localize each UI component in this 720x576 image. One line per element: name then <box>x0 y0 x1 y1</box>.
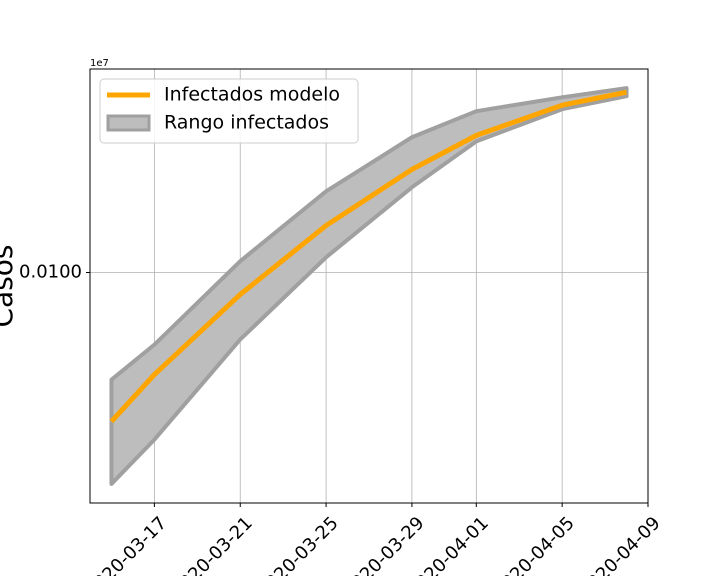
legend-label: Rango infectados <box>164 112 329 134</box>
x-tick-label: 2020-04-09 <box>576 513 665 576</box>
plot-frame <box>89 68 649 504</box>
x-tick-label: 2020-03-25 <box>254 513 343 576</box>
y-tick-label: 0.0100 <box>19 261 82 282</box>
range-band <box>109 86 629 486</box>
y-offset-text: 1e7 <box>90 58 109 69</box>
legend-label: Infectados modelo <box>164 84 340 106</box>
line-series <box>109 89 628 424</box>
legend-swatch <box>106 114 151 132</box>
legend-box <box>99 78 359 144</box>
x-tick-label: 2020-04-05 <box>490 513 579 576</box>
y-axis-label: Casos <box>0 244 19 327</box>
legend: Infectados modelo Rango infectados <box>99 78 359 144</box>
x-tick-label: 2020-03-29 <box>340 513 429 576</box>
x-tick-label: 2020-03-17 <box>82 513 171 576</box>
x-tick-label: 2020-03-21 <box>168 513 257 576</box>
